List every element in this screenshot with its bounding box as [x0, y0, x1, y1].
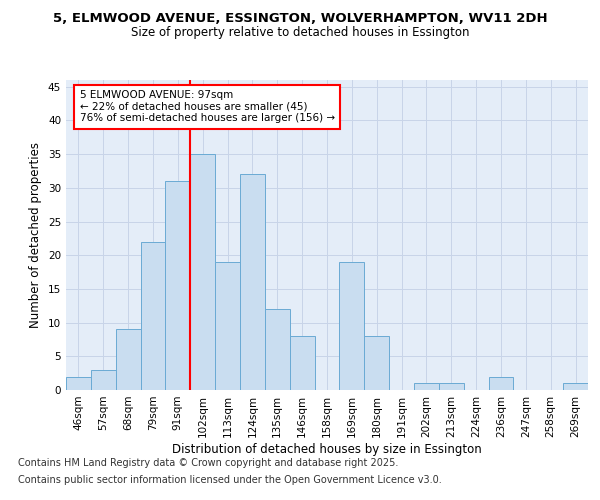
Text: Contains HM Land Registry data © Crown copyright and database right 2025.: Contains HM Land Registry data © Crown c… [18, 458, 398, 468]
Bar [66, 376, 91, 390]
Text: 5 ELMWOOD AVENUE: 97sqm
← 22% of detached houses are smaller (45)
76% of semi-de: 5 ELMWOOD AVENUE: 97sqm ← 22% of detache… [80, 90, 335, 124]
Bar [414, 384, 439, 390]
Bar [439, 384, 464, 390]
Bar [190, 154, 215, 390]
Bar [166, 181, 190, 390]
Text: Contains public sector information licensed under the Open Government Licence v3: Contains public sector information licen… [18, 475, 442, 485]
Y-axis label: Number of detached properties: Number of detached properties [29, 142, 43, 328]
Bar [488, 376, 514, 390]
Bar [140, 242, 166, 390]
Bar [240, 174, 265, 390]
Bar [563, 384, 588, 390]
Text: Size of property relative to detached houses in Essington: Size of property relative to detached ho… [131, 26, 469, 39]
Bar [340, 262, 364, 390]
Bar [91, 370, 116, 390]
Bar [265, 309, 290, 390]
Bar [116, 330, 140, 390]
Text: 5, ELMWOOD AVENUE, ESSINGTON, WOLVERHAMPTON, WV11 2DH: 5, ELMWOOD AVENUE, ESSINGTON, WOLVERHAMP… [53, 12, 547, 26]
X-axis label: Distribution of detached houses by size in Essington: Distribution of detached houses by size … [172, 442, 482, 456]
Bar [290, 336, 314, 390]
Bar [364, 336, 389, 390]
Bar [215, 262, 240, 390]
